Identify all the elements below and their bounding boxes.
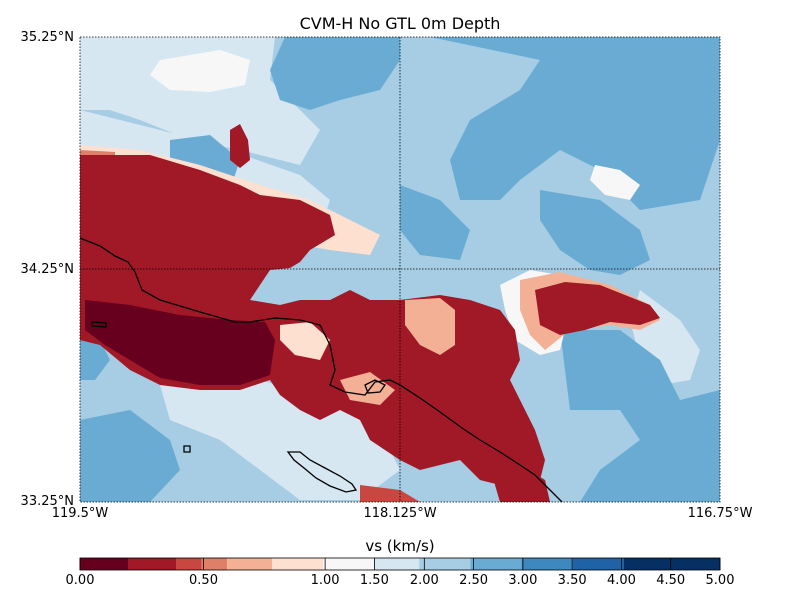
colorbar-tick-label: 0.50 [189, 573, 218, 588]
colorbar-swatch [374, 558, 420, 570]
palos-verdes [364, 379, 386, 394]
colorbar-swatch [227, 558, 272, 570]
colorbar-tick-marks [79, 558, 721, 570]
lat-tick-label: 35.25°N [20, 30, 74, 45]
red-patch-south-2 [360, 485, 420, 502]
map-border [79, 36, 721, 503]
coastline [79, 237, 563, 503]
colorbar [79, 557, 721, 571]
coastline-mainland [79, 237, 563, 503]
blue-region-southwest [80, 410, 180, 502]
lat-tick-label: 34.25°N [20, 262, 74, 277]
colorbar-swatch [572, 558, 624, 570]
island-small [183, 445, 191, 453]
pink-patch-la [405, 298, 455, 355]
colorbar-tick-label: 2.50 [459, 573, 489, 588]
dark-red-basin [85, 300, 275, 385]
red-patch-south [495, 465, 550, 502]
velocity-map [80, 37, 720, 502]
colorbar-swatch [470, 558, 522, 570]
colorbar-tick-label: 3.50 [557, 573, 587, 588]
blue-region-mid [400, 185, 470, 260]
red-region-east [535, 282, 660, 335]
island-catalina [286, 451, 358, 493]
colorbar-tick-label: 4.00 [606, 573, 636, 588]
map-title: CVM-H No GTL 0m Depth [299, 14, 501, 33]
pink-patch-valley [340, 372, 395, 405]
colorbar-swatch [201, 558, 228, 570]
blue-region-north-1 [270, 37, 400, 110]
blue-region-north-2 [430, 37, 720, 210]
colorbar-swatch [272, 558, 324, 570]
colorbar-swatch [80, 558, 128, 570]
lon-tick-label: 116.75°W [687, 506, 753, 521]
colorbar-swatch [128, 558, 176, 570]
colorbar-tick-label: 5.00 [705, 573, 735, 588]
gridlines [80, 37, 720, 502]
lat-tick-label: 33.25°N [20, 494, 74, 509]
colorbar-tick-label: 3.00 [508, 573, 538, 588]
lon-tick-label: 118.125°W [363, 506, 437, 521]
blue-region-center [540, 190, 650, 275]
colorbar-tick-label: 1.50 [359, 573, 389, 588]
blue-region-southeast [560, 330, 720, 502]
colorbar-swatch [521, 558, 573, 570]
colorbar-swatch [176, 558, 202, 570]
colorbar-tick-label: 1.00 [310, 573, 340, 588]
colorbar-tick-label: 0.00 [65, 573, 95, 588]
island-west [91, 321, 107, 328]
colorbar-tick-label: 2.00 [409, 573, 439, 588]
colorbar-swatch [323, 558, 375, 570]
light-region-north [80, 37, 320, 165]
pink-patch-center [280, 322, 330, 360]
colorbar-title: vs (km/s) [365, 537, 435, 555]
colorbar-tick-label: 4.50 [656, 573, 686, 588]
colorbar-swatch [624, 558, 720, 570]
colorbar-swatch [419, 558, 471, 570]
lon-tick-label: 119.5°W [51, 506, 109, 521]
white-patch-east [590, 165, 640, 200]
colorbar-swatches [80, 558, 720, 570]
blue-region-sw-2 [80, 330, 110, 380]
white-patch-north [150, 50, 250, 92]
red-patch-north [230, 124, 250, 168]
